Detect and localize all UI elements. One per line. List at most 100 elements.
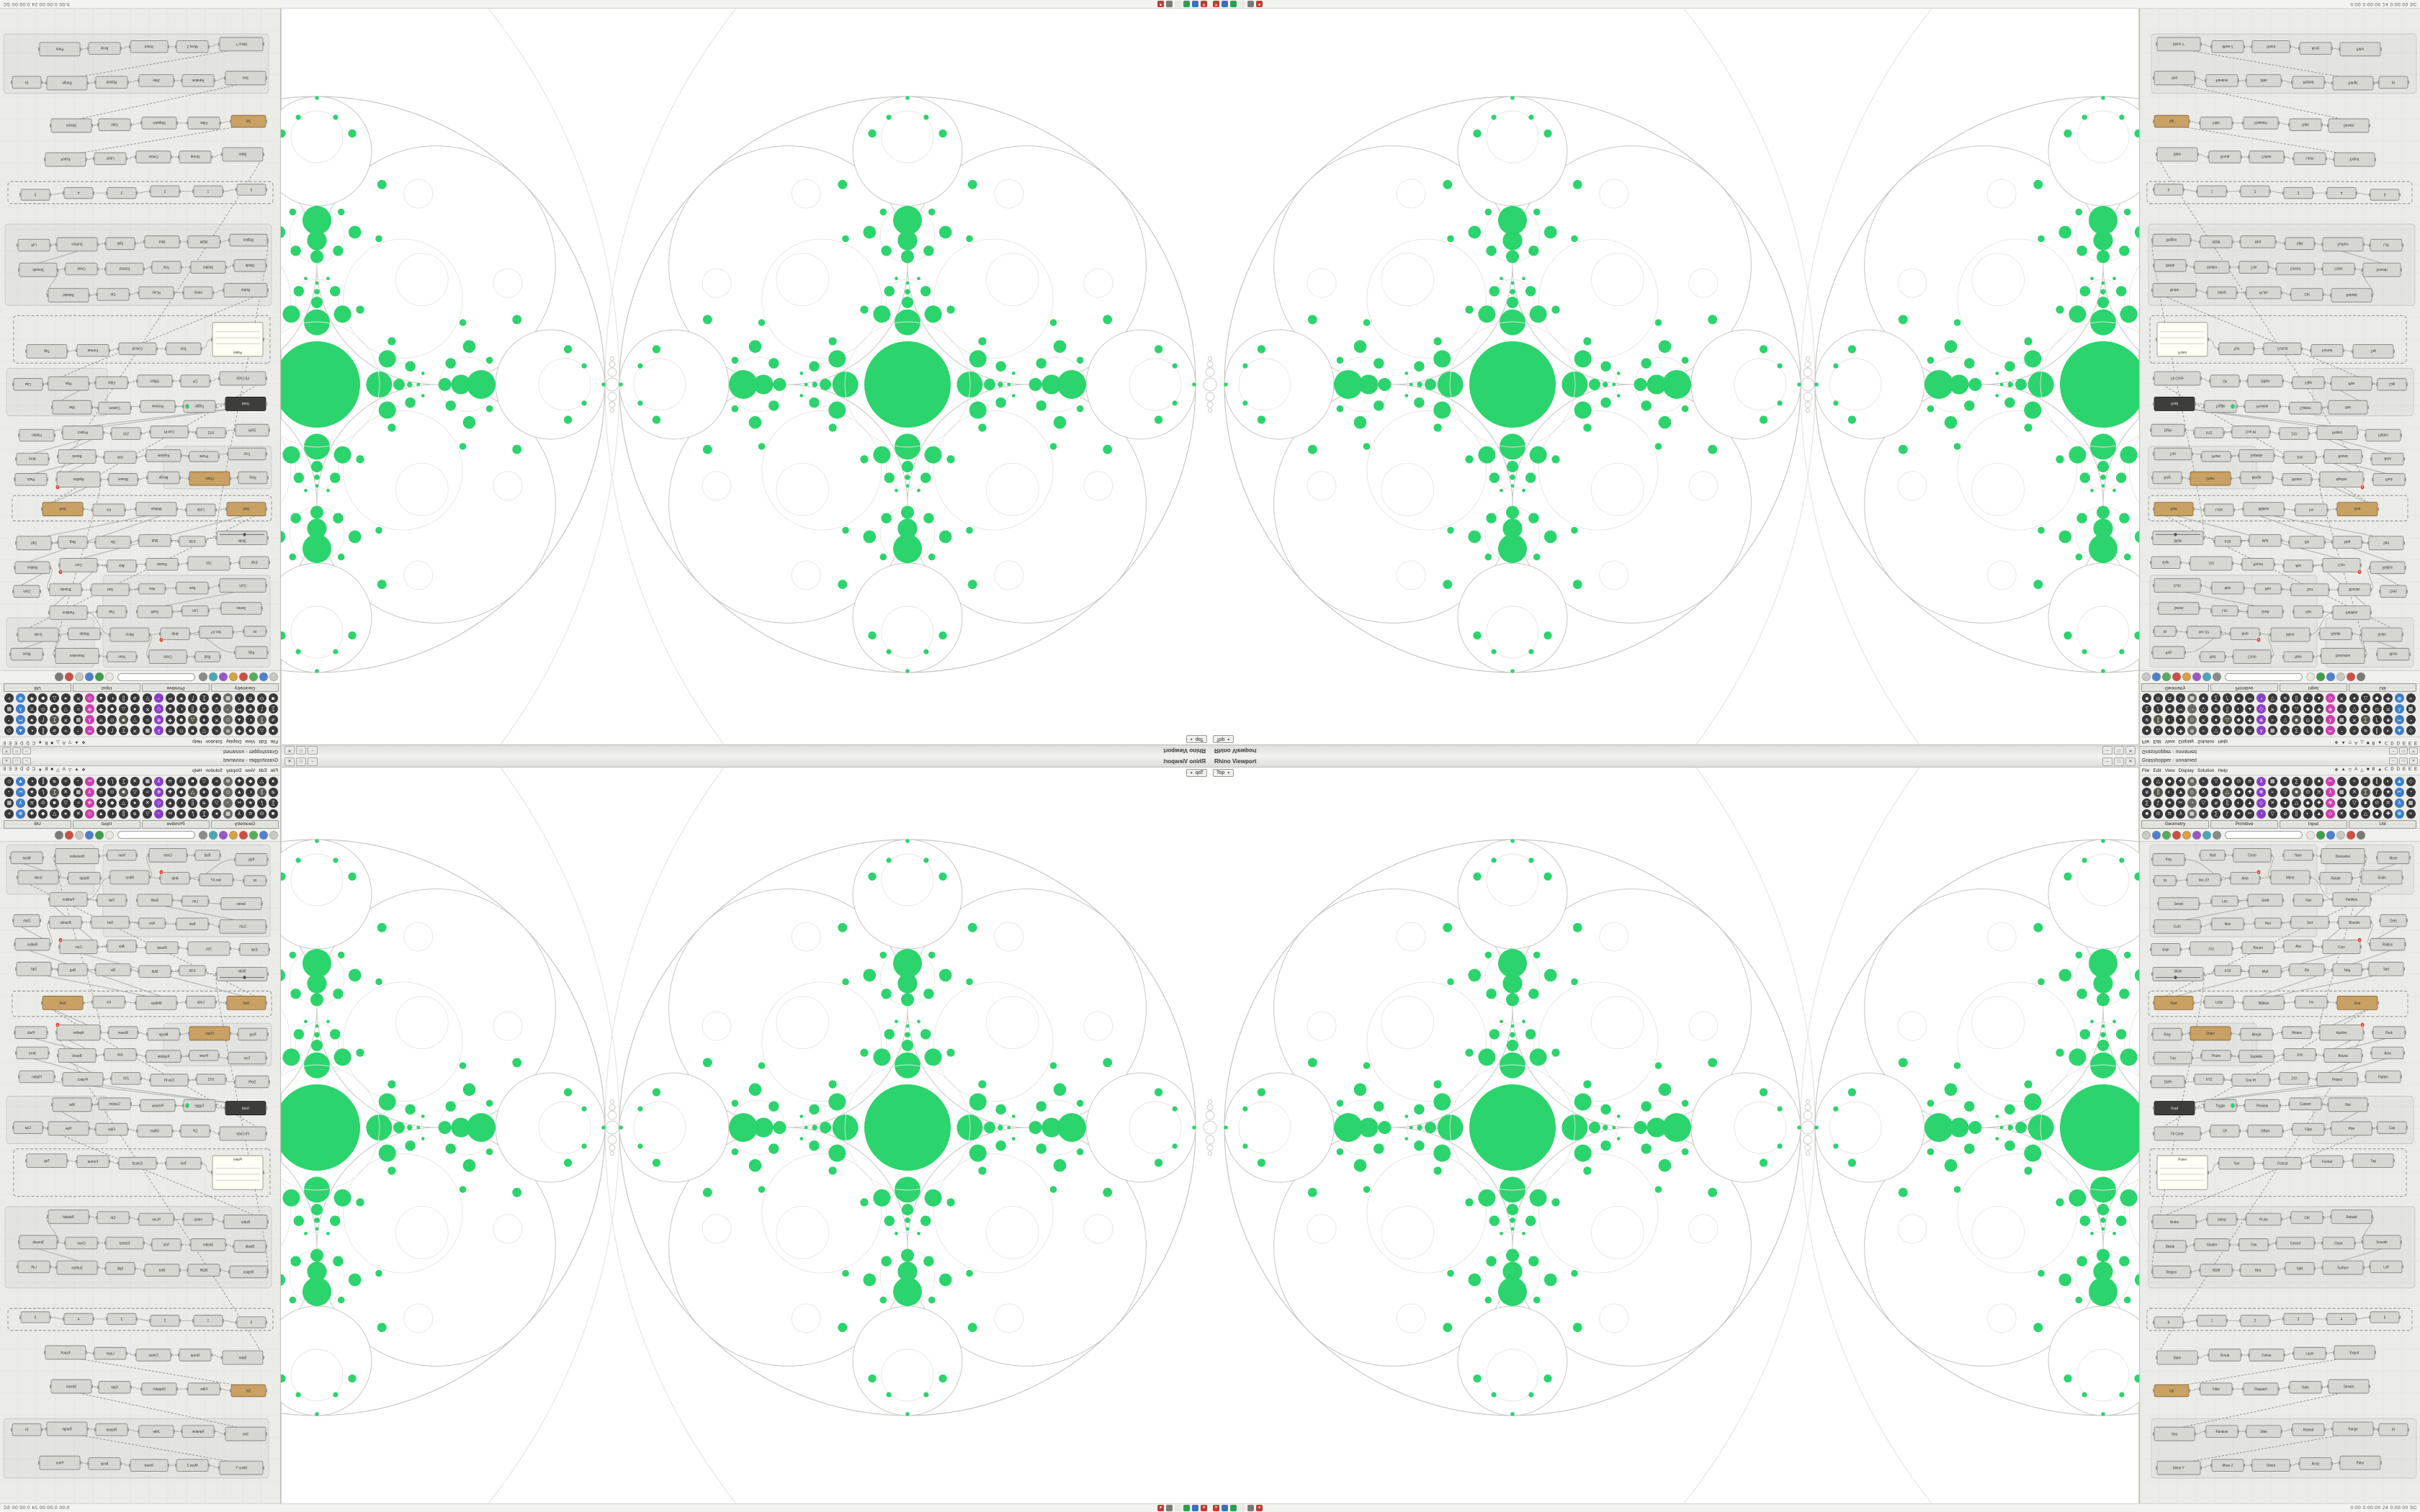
gh-node[interactable]: Colour bbox=[135, 1349, 172, 1362]
component-icon[interactable]: ƒ bbox=[188, 693, 198, 703]
gh-node[interactable]: Explode bbox=[2238, 1050, 2275, 1063]
component-icon[interactable]: ✚ bbox=[2245, 788, 2255, 797]
toolbar-icon[interactable] bbox=[75, 830, 84, 840]
gh-node[interactable]: Start bbox=[2153, 996, 2195, 1010]
component-icon[interactable]: ║ bbox=[119, 693, 129, 703]
component-icon[interactable]: ◆ bbox=[2164, 726, 2174, 735]
component-icon[interactable]: ≈ bbox=[143, 715, 153, 724]
component-icon[interactable]: ✚ bbox=[2245, 715, 2255, 724]
search-input[interactable] bbox=[2225, 673, 2303, 681]
gh-node[interactable]: Prune bbox=[2200, 451, 2232, 462]
gh-node[interactable]: Mult bbox=[2248, 965, 2282, 978]
gh-node[interactable]: ƒ(x) bbox=[187, 556, 231, 571]
component-icon[interactable]: ✕ bbox=[130, 777, 140, 786]
component-icon[interactable]: ◐ bbox=[246, 715, 256, 724]
gh-node[interactable]: Merge bbox=[2239, 471, 2274, 485]
gh-node[interactable]: Surface bbox=[55, 237, 99, 252]
gh-node[interactable]: Dispatch bbox=[2242, 1382, 2280, 1395]
gh-node[interactable]: Split bbox=[2284, 237, 2316, 250]
component-icon[interactable]: ◇ bbox=[2256, 798, 2266, 808]
gh-node[interactable]: Seq bbox=[224, 71, 267, 86]
gh-node[interactable]: Gate bbox=[2288, 118, 2323, 131]
gh-node[interactable]: Random bbox=[2205, 1425, 2239, 1438]
gh-node[interactable]: Concat bbox=[2262, 342, 2303, 356]
component-icon[interactable]: π bbox=[96, 788, 106, 797]
gh-node[interactable]: Round bbox=[2241, 941, 2275, 955]
component-icon[interactable]: ⊕ bbox=[154, 715, 164, 724]
gh-node[interactable]: Ctrl bbox=[2290, 288, 2324, 301]
app-gray-icon[interactable] bbox=[1166, 1505, 1173, 1511]
gh-node[interactable]: Radius bbox=[14, 561, 51, 575]
gh-node[interactable]: Rev bbox=[138, 583, 166, 595]
grasshopper-min-button[interactable]: – bbox=[22, 747, 31, 755]
component-icon[interactable]: ≈ bbox=[60, 777, 71, 786]
gh-node[interactable]: Series bbox=[220, 602, 263, 615]
app-blue-icon[interactable] bbox=[1222, 1505, 1228, 1511]
gh-node[interactable]: Pt bbox=[2153, 626, 2177, 637]
component-icon[interactable]: ⊕ bbox=[2394, 693, 2404, 703]
gh-node[interactable]: Fillet bbox=[94, 376, 129, 390]
component-icon[interactable]: ≈ bbox=[73, 704, 84, 714]
component-icon[interactable]: ◇ bbox=[223, 788, 233, 797]
gh-node[interactable]: Fit Circle bbox=[2153, 371, 2202, 386]
gh-node[interactable]: Mult bbox=[138, 534, 172, 547]
component-icon[interactable]: ◐ bbox=[176, 704, 187, 714]
gh-node[interactable]: Group bbox=[178, 150, 212, 163]
component-icon[interactable]: ∑ bbox=[2142, 798, 2152, 808]
gh-node[interactable]: Inv bbox=[2294, 503, 2329, 516]
gh-node[interactable]: Poly bbox=[234, 853, 269, 866]
app-gray-icon[interactable] bbox=[1247, 1, 1254, 7]
component-icon[interactable]: ≈ bbox=[60, 726, 71, 735]
component-icon[interactable]: ■ bbox=[2142, 809, 2152, 819]
toolbar-icon[interactable] bbox=[2182, 830, 2191, 840]
gh-node[interactable]: Con Pt bbox=[2231, 1074, 2271, 1086]
component-icon[interactable]: ▽ bbox=[2349, 798, 2360, 808]
gh-node[interactable]: Möbius bbox=[135, 502, 178, 516]
toolbar-icon[interactable] bbox=[2306, 830, 2315, 840]
grasshopper-close-button[interactable]: ✕ bbox=[2409, 757, 2418, 765]
component-icon[interactable]: ✚ bbox=[27, 809, 37, 819]
gh-node[interactable]: Rotate bbox=[2318, 627, 2353, 641]
component-icon[interactable]: λ bbox=[2394, 798, 2404, 808]
component-icon[interactable]: ◆ bbox=[2372, 809, 2382, 819]
gh-node[interactable]: Colour bbox=[135, 150, 172, 163]
component-icon[interactable]: λ bbox=[2176, 693, 2186, 703]
component-icon[interactable]: ◔ bbox=[4, 715, 14, 724]
gh-node[interactable]: Range bbox=[45, 76, 89, 91]
toolbar-icon[interactable] bbox=[219, 672, 228, 682]
component-icon[interactable]: ◔ bbox=[2256, 809, 2266, 819]
gh-node[interactable]: ƒ(x) bbox=[2189, 556, 2233, 571]
gh-node[interactable]: Explode bbox=[145, 1050, 182, 1063]
gh-node[interactable]: Rad bbox=[194, 651, 221, 662]
rec-red-icon[interactable]: ● bbox=[1256, 1505, 1263, 1511]
gh-node[interactable]: Tag bbox=[25, 343, 68, 359]
component-icon[interactable]: ● bbox=[60, 809, 71, 819]
toolbar-icon[interactable] bbox=[2202, 672, 2211, 682]
gh-node[interactable]: Pack bbox=[14, 473, 48, 486]
component-icon[interactable]: ▦ bbox=[2406, 798, 2416, 808]
component-icon[interactable]: λ bbox=[234, 809, 244, 819]
toolbar-icon[interactable] bbox=[2357, 672, 2365, 682]
gh-node[interactable]: Close bbox=[2321, 262, 2356, 276]
gh-node[interactable]: PLine bbox=[138, 286, 175, 300]
menu-view[interactable]: View bbox=[245, 739, 256, 744]
gh-node[interactable]: RDiff bbox=[2199, 235, 2233, 248]
gh-node[interactable]: Bake bbox=[2156, 147, 2199, 162]
gh-node[interactable]: Layer bbox=[2293, 152, 2327, 166]
ribbon-tab-0[interactable]: ❖ bbox=[2334, 739, 2339, 744]
component-icon[interactable]: ƒ bbox=[38, 715, 48, 724]
component-icon[interactable]: ■ bbox=[2222, 777, 2232, 786]
gh-node[interactable]: Rev bbox=[138, 917, 166, 929]
component-icon[interactable]: π bbox=[246, 809, 256, 819]
gh-node[interactable]: Rad bbox=[2199, 850, 2226, 861]
gh-node[interactable]: XYZ bbox=[2193, 427, 2225, 438]
component-icon[interactable]: ƒ bbox=[2153, 704, 2163, 714]
component-icon[interactable]: ⊕ bbox=[16, 693, 26, 703]
gh-node[interactable]: Repeat bbox=[94, 76, 129, 89]
component-icon[interactable]: ● bbox=[2349, 809, 2360, 819]
gh-node[interactable]: Export bbox=[2333, 152, 2376, 167]
gh-node[interactable]: Pi bbox=[2378, 76, 2409, 89]
gh-node[interactable]: Start bbox=[225, 996, 267, 1010]
component-icon[interactable]: ║ bbox=[38, 726, 48, 735]
gh-node[interactable]: Loop bbox=[185, 996, 217, 1009]
